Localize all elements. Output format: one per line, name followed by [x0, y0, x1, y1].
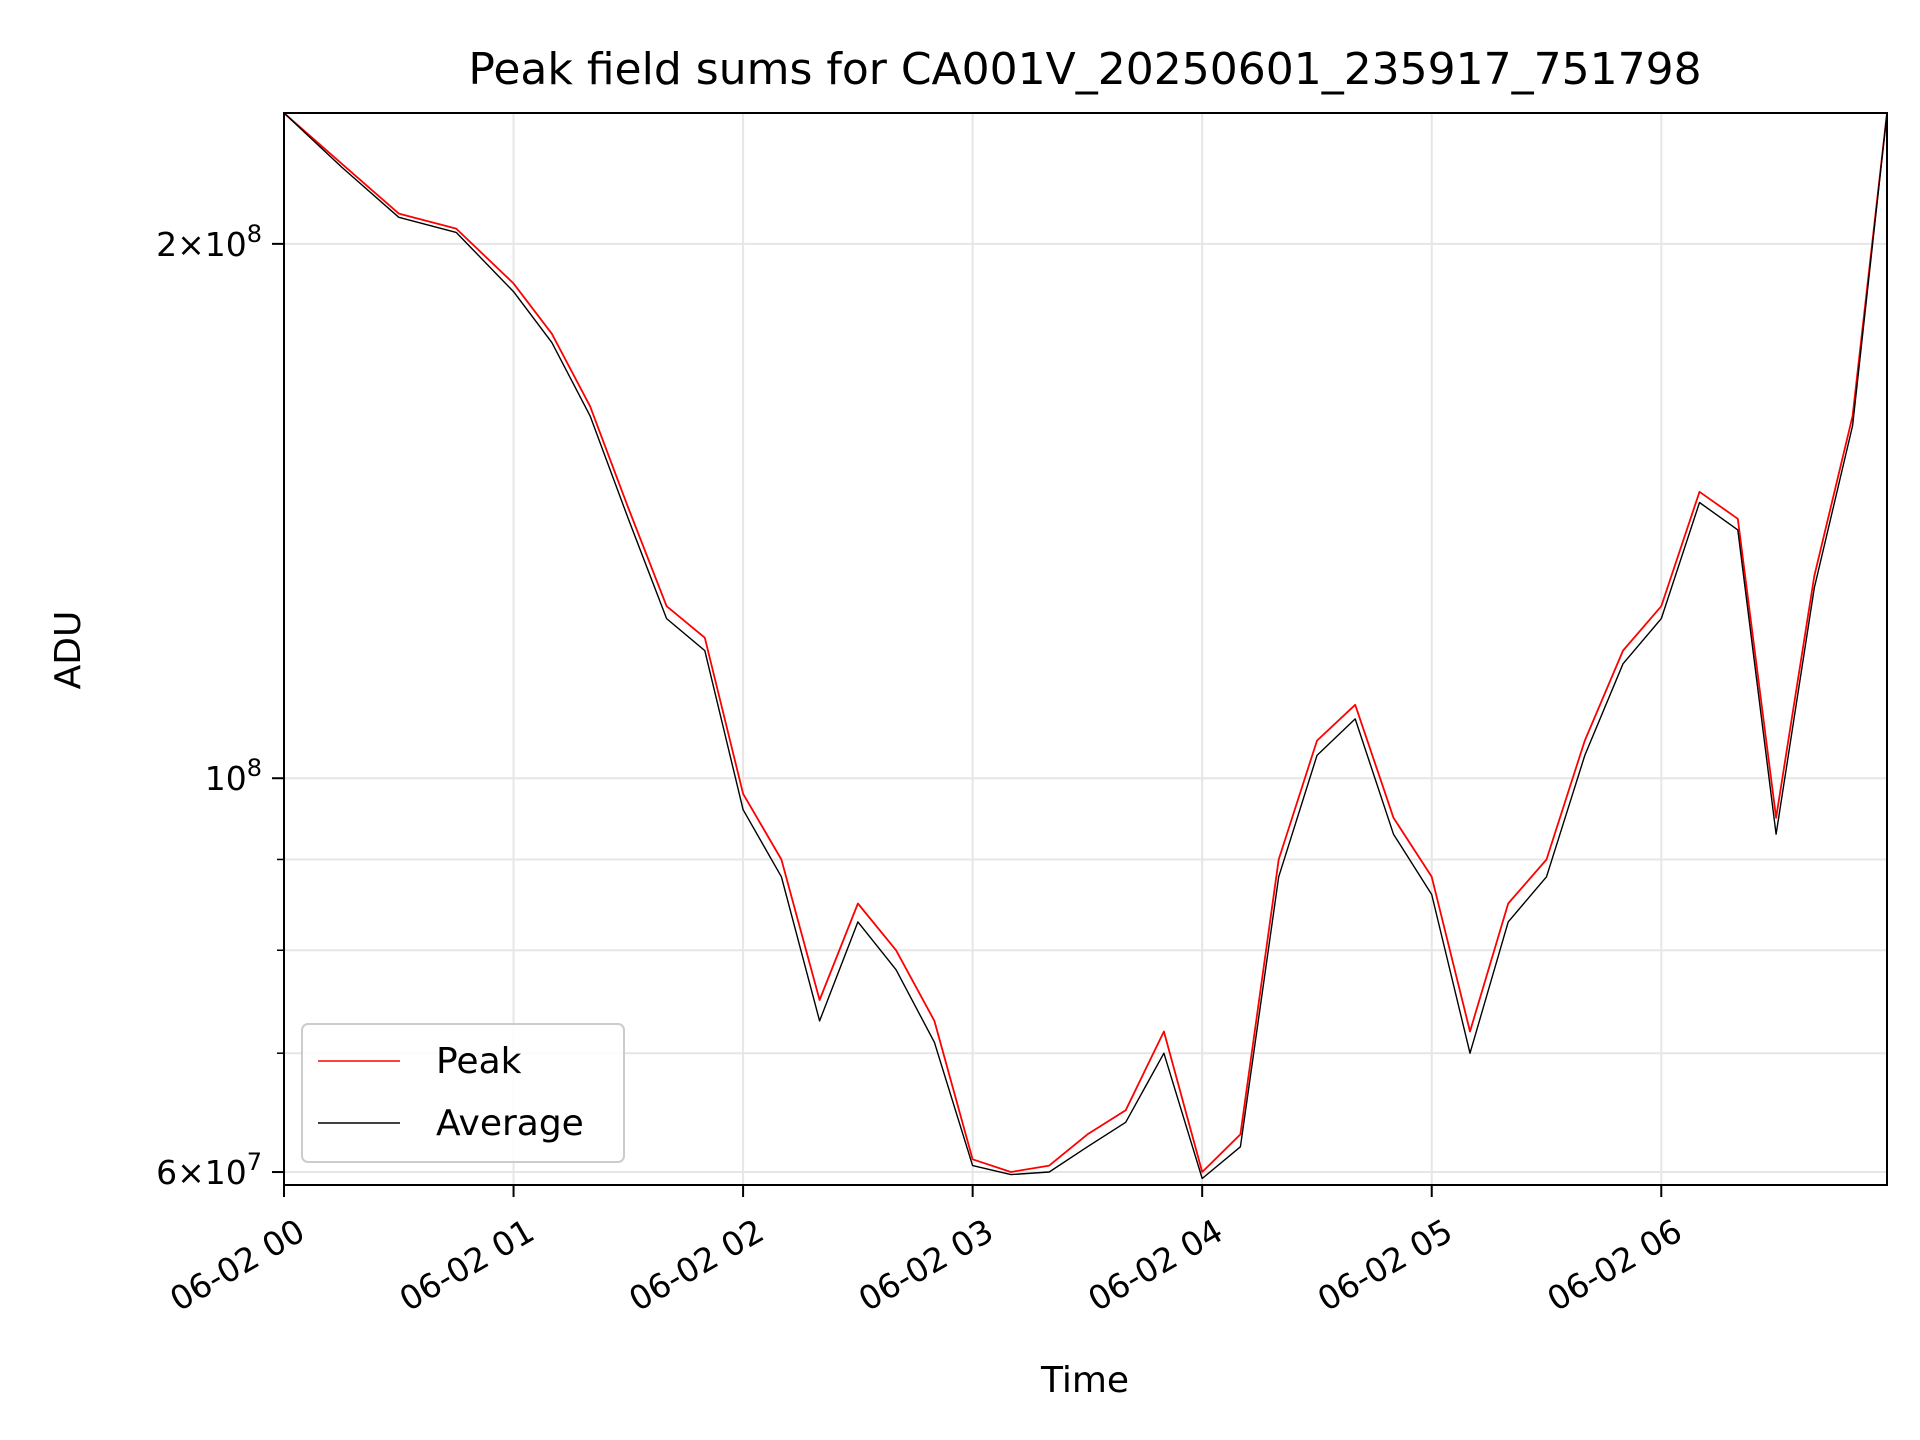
- y-tick-label: 108: [205, 754, 262, 798]
- legend-average-label: Average: [436, 1103, 584, 1144]
- plot-frame: [283, 112, 1888, 1186]
- y-tick-label: 6×107: [156, 1148, 262, 1192]
- x-axis-label: Time: [1040, 1360, 1129, 1401]
- grid-lines: [283, 113, 1887, 1185]
- series-line-average: [284, 113, 1887, 1180]
- legend: Peak Average: [301, 1023, 625, 1163]
- series-lines: [284, 113, 1887, 1180]
- chart-title: Peak field sums for CA001V_20250601_2359…: [468, 44, 1701, 95]
- y-axis-label: ADU: [48, 611, 89, 690]
- legend-box: [301, 1023, 625, 1163]
- series-line-peak: [284, 113, 1887, 1173]
- legend-peak-label: Peak: [436, 1041, 522, 1082]
- y-axis-ticks: 6×107 108 2×108: [156, 220, 284, 1192]
- y-tick-label: 2×108: [156, 220, 262, 264]
